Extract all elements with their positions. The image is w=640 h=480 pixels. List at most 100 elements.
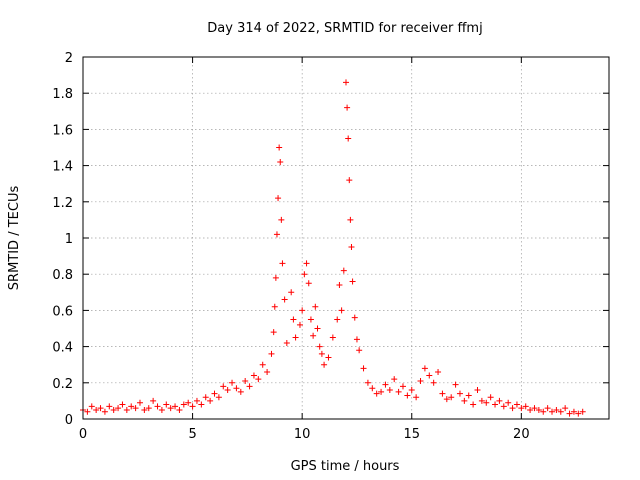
data-point <box>500 403 507 410</box>
data-point <box>224 387 231 394</box>
data-point <box>353 336 360 343</box>
data-point <box>281 296 288 303</box>
data-point <box>518 405 525 412</box>
x-tick-label: 5 <box>188 427 196 442</box>
data-point <box>268 350 275 357</box>
data-point <box>167 405 174 412</box>
data-point <box>307 316 314 323</box>
data-point <box>531 405 538 412</box>
data-point <box>290 316 297 323</box>
data-point <box>301 271 308 278</box>
data-point <box>509 405 516 412</box>
data-point <box>408 387 415 394</box>
data-point <box>378 388 385 395</box>
data-point <box>84 408 91 415</box>
data-point <box>340 267 347 274</box>
data-point <box>176 406 183 413</box>
data-point <box>348 244 355 251</box>
data-point <box>566 410 573 417</box>
data-point <box>233 385 240 392</box>
data-point <box>522 403 529 410</box>
data-point <box>150 397 157 404</box>
data-point <box>172 403 179 410</box>
data-point <box>344 104 351 111</box>
data-point <box>189 403 196 410</box>
data-point <box>456 390 463 397</box>
data-point <box>513 401 520 408</box>
data-point <box>478 397 485 404</box>
data-point <box>312 303 319 310</box>
data-point <box>562 405 569 412</box>
data-point <box>198 401 205 408</box>
data-point <box>391 376 398 383</box>
data-point <box>492 401 499 408</box>
data-point <box>505 399 512 406</box>
data-point <box>575 410 582 417</box>
data-point <box>136 399 143 406</box>
data-point <box>314 325 321 332</box>
y-tick-label: 0.8 <box>52 268 73 283</box>
x-tick-label: 20 <box>513 427 530 442</box>
data-point <box>255 376 262 383</box>
data-point <box>288 289 295 296</box>
data-point <box>345 135 352 142</box>
data-point <box>132 405 139 412</box>
y-tick-label: 1.8 <box>52 87 73 102</box>
data-point <box>334 316 341 323</box>
data-point <box>369 385 376 392</box>
y-tick-label: 0.4 <box>52 341 73 356</box>
y-tick-label: 1 <box>65 232 73 247</box>
data-point <box>211 390 218 397</box>
data-point <box>373 390 380 397</box>
data-point <box>237 388 244 395</box>
data-point <box>185 399 192 406</box>
data-point <box>540 408 547 415</box>
data-point <box>461 397 468 404</box>
data-point <box>318 350 325 357</box>
data-point <box>305 280 312 287</box>
data-point <box>336 282 343 289</box>
data-point <box>386 387 393 394</box>
data-point <box>88 403 95 410</box>
chart-title: Day 314 of 2022, SRMTID for receiver ffm… <box>207 21 482 36</box>
data-point <box>426 372 433 379</box>
data-point <box>101 408 108 415</box>
ticks-layer: 0 5 10 15 20 0 0.2 0.4 0.6 0.8 1 1.2 1.4 1.6 1.8 2 <box>52 51 609 442</box>
data-point <box>250 372 257 379</box>
data-point <box>382 381 389 388</box>
data-point <box>97 405 104 412</box>
data-point <box>202 394 209 401</box>
data-point <box>430 379 437 386</box>
data-point <box>325 354 332 361</box>
x-tick-label: 0 <box>79 427 87 442</box>
data-point <box>279 260 286 267</box>
data-point <box>145 405 152 412</box>
data-point <box>452 381 459 388</box>
plot-frame <box>82 56 610 420</box>
data-point <box>271 303 278 310</box>
data-point <box>487 394 494 401</box>
data-point <box>465 392 472 399</box>
data-point <box>229 379 236 386</box>
data-point <box>579 408 586 415</box>
data-point <box>360 365 367 372</box>
y-tick-label: 0.6 <box>52 304 73 319</box>
data-point <box>273 231 280 238</box>
data-point <box>123 406 130 413</box>
data-point <box>439 390 446 397</box>
data-point <box>115 405 122 412</box>
data-point <box>443 396 450 403</box>
data-point <box>570 408 577 415</box>
x-tick-label: 10 <box>294 427 311 442</box>
data-point <box>421 365 428 372</box>
data-point <box>119 401 126 408</box>
data-point <box>310 332 317 339</box>
data-point <box>246 383 253 390</box>
y-tick-label: 1.2 <box>52 196 73 211</box>
data-point <box>242 377 249 384</box>
data-point <box>296 321 303 328</box>
data-point <box>193 397 200 404</box>
y-tick-label: 1.6 <box>52 123 73 138</box>
y-tick-label: 0.2 <box>52 377 73 392</box>
